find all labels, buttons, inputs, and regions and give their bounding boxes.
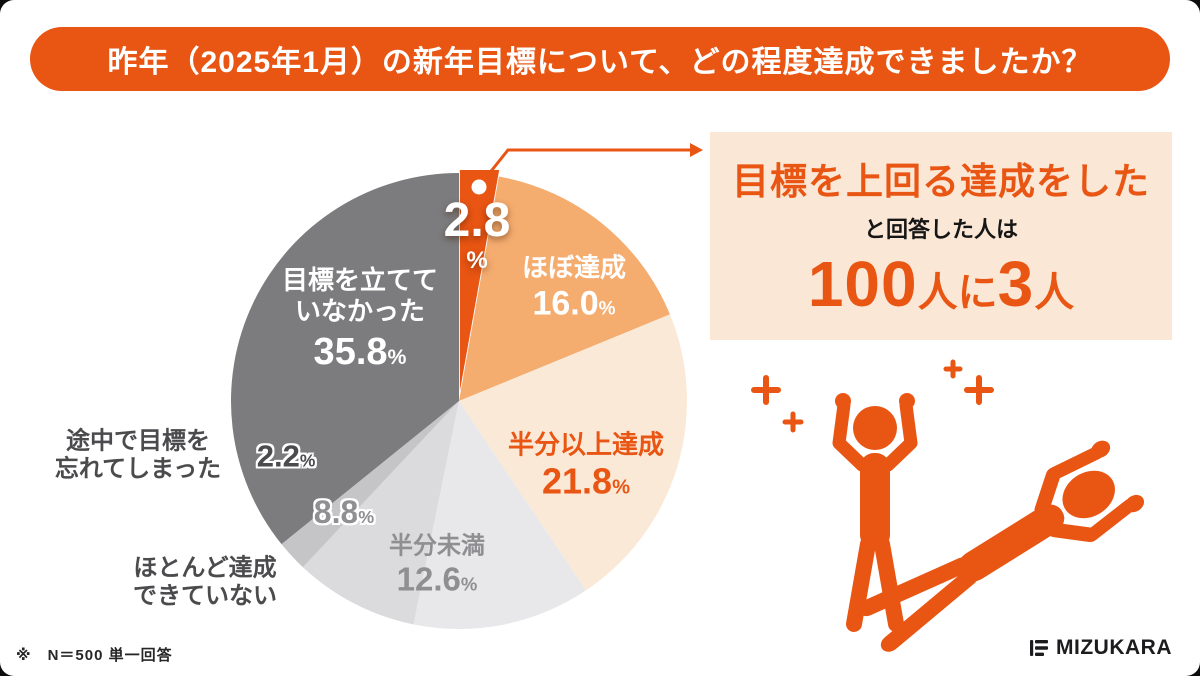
label-half-minus: 半分未満 12.6% [389,532,485,599]
pie-segment-7 [230,173,459,545]
pie-segment-5 [302,401,459,625]
label-no-goal: 目標を立てて いなかった 35.8% [282,265,438,375]
sample-size-note: ※ N＝500 単一回答 [16,647,173,664]
person-shadow [858,437,1147,659]
half-plus-label: 半分以上達成 [507,429,665,460]
pie-segment-2 [459,176,670,401]
brand-name: MIZUKARA [1056,636,1172,659]
label-half-plus: 半分以上達成 21.8% [508,429,664,502]
half-minus-value: 12.6% [396,560,478,598]
callout-number-100: 100 [807,248,918,320]
forgot-goal-value: 2.2% [256,438,316,474]
mizukara-logo-icon [1030,640,1049,656]
exceeded-percent-sign: % [466,246,488,274]
celebrating-person-illustration [751,359,1175,662]
callout-headline: 目標を上回る達成をした [732,161,1150,202]
little-achieved-label: ほとんど達成 できていない [133,554,277,610]
callout-number-3: 3 [997,248,1035,320]
label-exceeded-value: 2.8 % [444,193,511,275]
arrowhead-icon [690,143,703,157]
label-almost-achieved: ほぼ達成 16.0% [522,253,626,324]
page-title: 昨年（2025年1月）の新年目標について、どの程度達成できましたか？ [107,46,1093,79]
forgot-goal-label: 途中で目標を 忘れてしまった [54,427,222,483]
pie-chart [228,163,690,632]
almost-label: ほぼ達成 [521,252,627,283]
pie-segment-1 [459,163,500,392]
title-banner: 昨年（2025年1月）の新年目標について、どの程度達成できましたか？ [30,27,1170,91]
almost-value: 16.0% [532,284,616,323]
pie-segment-6 [281,401,459,568]
pie-svg [230,163,687,629]
sparkle-icons [751,359,994,433]
pie-segment-3 [459,314,687,591]
no-goal-value: 35.8% [313,331,407,374]
callout-end-text: 人 [1034,271,1075,315]
little-achieved-value: 8.8% [313,494,375,531]
callout-mid-text: 人に [917,271,998,315]
callout-box: 目標を上回る達成をした と回答した人は 100 人に 3 人 [710,132,1172,340]
exceeded-value: 2.8 [443,194,511,248]
no-goal-label-line1: 目標を立てて [281,264,439,295]
brand-logo: MIZUKARA [1029,636,1172,660]
half-minus-label: 半分未満 [389,532,485,560]
callout-big-figure: 100 人に 3 人 [808,247,1074,321]
no-goal-label-line2: いなかった [294,295,426,326]
pie-segment-4 [413,401,586,629]
callout-subtext: と回答した人は [863,217,1018,242]
half-plus-value: 21.8% [541,460,631,502]
